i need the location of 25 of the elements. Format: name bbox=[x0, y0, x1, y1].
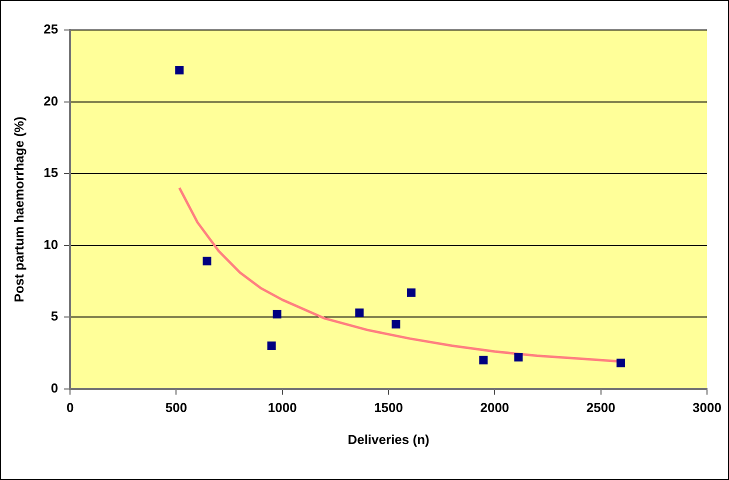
x-tick-label: 2000 bbox=[480, 400, 510, 416]
y-tick-label: 5 bbox=[50, 308, 58, 324]
point bbox=[272, 310, 282, 318]
x-axis-title: Deliveries (n) bbox=[348, 432, 430, 447]
y-tick-label: 25 bbox=[44, 22, 58, 37]
point bbox=[479, 356, 488, 364]
y-tick-label: 20 bbox=[44, 93, 58, 108]
x-tick-label: 2500 bbox=[586, 400, 616, 416]
point bbox=[407, 288, 416, 297]
y-tick-label: 15 bbox=[44, 165, 58, 180]
point bbox=[267, 342, 276, 350]
y-tick-label: 10 bbox=[44, 236, 58, 252]
point bbox=[616, 358, 626, 368]
x-tick-label: 1500 bbox=[374, 400, 403, 416]
x-tick-label: 1000 bbox=[268, 400, 297, 416]
x-tick-label: 3000 bbox=[692, 400, 722, 416]
point bbox=[355, 308, 364, 317]
point bbox=[202, 256, 212, 266]
point bbox=[514, 352, 523, 362]
x-tick-label: 500 bbox=[165, 400, 188, 416]
y-axis-title: Post partum haemorrhage (%) bbox=[11, 116, 26, 302]
y-tick-label: 0 bbox=[50, 380, 58, 396]
point bbox=[175, 66, 184, 74]
point bbox=[392, 320, 400, 328]
x-tick-label: 0 bbox=[66, 400, 74, 416]
